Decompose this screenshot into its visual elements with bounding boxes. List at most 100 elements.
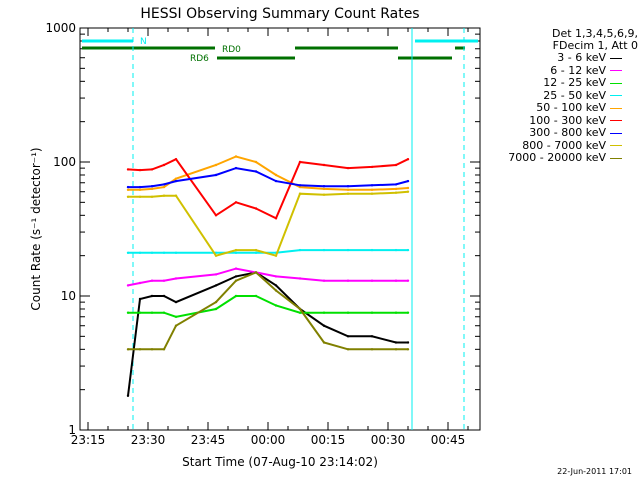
legend-label: 50 - 100 keV <box>536 101 606 114</box>
data-point <box>394 187 398 191</box>
data-point <box>322 341 326 344</box>
data-point <box>274 284 278 287</box>
data-point <box>370 192 374 195</box>
data-point <box>214 163 218 167</box>
data-point <box>346 311 350 314</box>
legend-label: 100 - 300 keV <box>529 113 606 127</box>
legend-swatch <box>610 132 622 134</box>
data-point <box>406 311 410 314</box>
data-point <box>346 188 350 191</box>
data-point <box>254 248 258 252</box>
series-line-5 <box>127 157 409 220</box>
data-point <box>322 193 326 196</box>
x-tick-label: 23:45 <box>191 433 226 447</box>
data-point <box>254 271 258 274</box>
legend-entry: 50 - 100 keV <box>488 101 638 115</box>
legend-label: 3 - 6 keV <box>557 51 606 64</box>
data-point <box>406 179 410 183</box>
data-point <box>162 185 166 189</box>
x-tick-label: 00:15 <box>311 433 346 447</box>
data-point <box>150 187 154 191</box>
data-point <box>174 324 178 327</box>
data-point <box>174 158 178 161</box>
data-point <box>254 251 258 254</box>
data-point <box>370 188 374 191</box>
data-point <box>126 195 130 198</box>
footer-date: 22-Jun-2011 17:01 <box>557 467 632 476</box>
legend-label: 800 - 7000 keV <box>522 138 606 152</box>
data-point <box>370 279 374 282</box>
data-point <box>162 194 166 197</box>
legend-swatch <box>610 145 622 146</box>
data-point <box>214 254 218 257</box>
data-point <box>162 311 166 314</box>
data-point <box>346 192 350 195</box>
legend-label: 7000 - 20000 keV <box>508 151 606 164</box>
data-point <box>346 279 350 282</box>
data-point <box>174 179 178 183</box>
annotation-rd0: RD0 <box>222 45 241 55</box>
data-point <box>234 248 238 252</box>
data-point <box>174 277 178 280</box>
chart-title: HESSI Observing Summary Count Rates <box>140 6 419 22</box>
data-point <box>138 311 142 314</box>
y-tick-label: 100 <box>53 155 76 169</box>
data-point <box>298 277 302 280</box>
data-point <box>406 348 410 351</box>
data-point <box>138 281 142 285</box>
data-point <box>406 158 410 161</box>
data-point <box>406 248 410 252</box>
data-point <box>254 170 258 173</box>
annotation-rd6: RD6 <box>190 54 209 64</box>
legend-entry: 300 - 800 keV <box>488 126 638 140</box>
data-point <box>322 185 326 188</box>
data-point <box>234 294 238 298</box>
data-point <box>174 315 178 318</box>
series-line-3 <box>128 249 408 254</box>
data-point <box>174 194 178 197</box>
y-axis-label: Count Rate (s⁻¹ detector⁻¹) <box>29 147 43 310</box>
data-point <box>298 192 302 195</box>
data-point <box>162 183 166 186</box>
data-point <box>126 185 130 189</box>
data-point <box>126 188 130 191</box>
data-point <box>394 191 398 194</box>
annotation-n: N <box>140 37 147 47</box>
data-point <box>150 251 154 254</box>
data-point <box>138 251 142 254</box>
legend-swatch <box>610 82 622 84</box>
legend-swatch <box>610 95 622 96</box>
data-point <box>274 217 278 220</box>
data-point <box>322 279 326 282</box>
data-point <box>274 179 278 183</box>
data-point <box>234 155 238 158</box>
legend-entry: 12 - 25 keV <box>488 76 638 90</box>
legend-swatch <box>610 157 622 159</box>
data-point <box>150 279 154 282</box>
legend-entry: 800 - 7000 keV <box>488 138 638 153</box>
data-point <box>394 341 398 344</box>
legend-entry: 6 - 12 keV <box>488 63 638 78</box>
x-tick-label: 23:30 <box>131 433 166 447</box>
data-point <box>126 168 130 171</box>
y-tick-label: 10 <box>61 289 76 303</box>
data-point <box>234 201 238 204</box>
data-point <box>394 279 398 282</box>
legend-label: 6 - 12 keV <box>550 63 606 77</box>
data-point <box>126 394 130 397</box>
data-point <box>234 267 238 270</box>
data-point <box>254 294 258 298</box>
data-point <box>298 307 302 311</box>
data-point <box>274 304 278 307</box>
data-point <box>394 348 398 351</box>
series-line-0 <box>127 271 408 396</box>
legend-swatch <box>610 120 622 121</box>
data-point <box>234 275 238 278</box>
legend-header-1: Det 1,3,4,5,6,9, <box>551 27 638 40</box>
data-point <box>150 294 154 298</box>
data-point <box>214 173 218 177</box>
y-tick-label: 1 <box>68 423 76 437</box>
data-point <box>298 311 302 314</box>
data-point <box>138 168 142 172</box>
